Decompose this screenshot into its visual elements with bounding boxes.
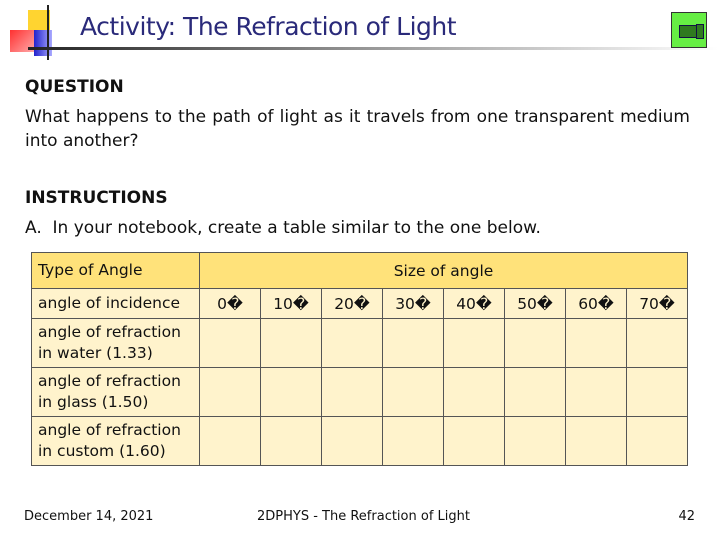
- instruction-a: A. In your notebook, create a table simi…: [25, 218, 541, 238]
- empty-cell: [565, 416, 627, 466]
- empty-cell: [504, 416, 566, 466]
- angle-cell: 30�: [382, 288, 444, 319]
- instruction-marker: A.: [25, 218, 42, 238]
- empty-cell: [321, 318, 383, 368]
- angle-cell: 50�: [504, 288, 566, 319]
- empty-cell: [260, 318, 322, 368]
- header-size-of-angle: Size of angle: [199, 252, 688, 289]
- row-label-line: in glass (1.50): [38, 393, 149, 411]
- empty-cell: [321, 367, 383, 417]
- table-header-row: Type of Angle Size of angle: [31, 252, 688, 289]
- angle-cell: 70�: [626, 288, 688, 319]
- page-number: 42: [678, 509, 695, 524]
- table-row: angle of incidence 0� 10� 20� 30� 40� 50…: [31, 288, 688, 319]
- table-row: angle of refraction in glass (1.50): [31, 367, 688, 417]
- movie-camera-icon[interactable]: [671, 12, 707, 48]
- row-label-line: in water (1.33): [38, 344, 153, 362]
- table-row: angle of refraction in water (1.33): [31, 318, 688, 368]
- row-label: angle of refraction in custom (1.60): [31, 416, 200, 466]
- title-divider: [28, 47, 718, 50]
- footer-title: 2DPHYS - The Refraction of Light: [257, 509, 470, 524]
- angle-cell: 20�: [321, 288, 383, 319]
- empty-cell: [260, 416, 322, 466]
- row-label-line: angle of refraction: [38, 372, 181, 390]
- empty-cell: [260, 367, 322, 417]
- empty-cell: [443, 367, 505, 417]
- empty-cell: [626, 367, 688, 417]
- empty-cell: [626, 416, 688, 466]
- empty-cell: [382, 318, 444, 368]
- empty-cell: [443, 318, 505, 368]
- empty-cell: [443, 416, 505, 466]
- empty-cell: [199, 367, 261, 417]
- question-text: What happens to the path of light as it …: [25, 107, 690, 151]
- footer-date: December 14, 2021: [24, 509, 154, 524]
- table-row: angle of refraction in custom (1.60): [31, 416, 688, 466]
- angle-table: Type of Angle Size of angle angle of inc…: [31, 252, 688, 466]
- empty-cell: [199, 318, 261, 368]
- empty-cell: [626, 318, 688, 368]
- header-type-of-angle: Type of Angle: [31, 252, 200, 289]
- empty-cell: [565, 318, 627, 368]
- row-label-line: angle of refraction: [38, 323, 181, 341]
- row-label: angle of incidence: [31, 288, 200, 319]
- empty-cell: [504, 318, 566, 368]
- row-label: angle of refraction in glass (1.50): [31, 367, 200, 417]
- angle-cell: 10�: [260, 288, 322, 319]
- instructions-heading: INSTRUCTIONS: [25, 188, 168, 208]
- slide-title: Activity: The Refraction of Light: [80, 12, 457, 41]
- empty-cell: [382, 416, 444, 466]
- empty-cell: [199, 416, 261, 466]
- angle-cell: 0�: [199, 288, 261, 319]
- empty-cell: [504, 367, 566, 417]
- angle-cell: 40�: [443, 288, 505, 319]
- row-label-line: angle of refraction: [38, 421, 181, 439]
- row-label-line: in custom (1.60): [38, 442, 166, 460]
- angle-cell: 60�: [565, 288, 627, 319]
- empty-cell: [565, 367, 627, 417]
- empty-cell: [382, 367, 444, 417]
- instruction-text: In your notebook, create a table similar…: [52, 218, 541, 238]
- empty-cell: [321, 416, 383, 466]
- question-heading: QUESTION: [25, 77, 124, 97]
- row-label: angle of refraction in water (1.33): [31, 318, 200, 368]
